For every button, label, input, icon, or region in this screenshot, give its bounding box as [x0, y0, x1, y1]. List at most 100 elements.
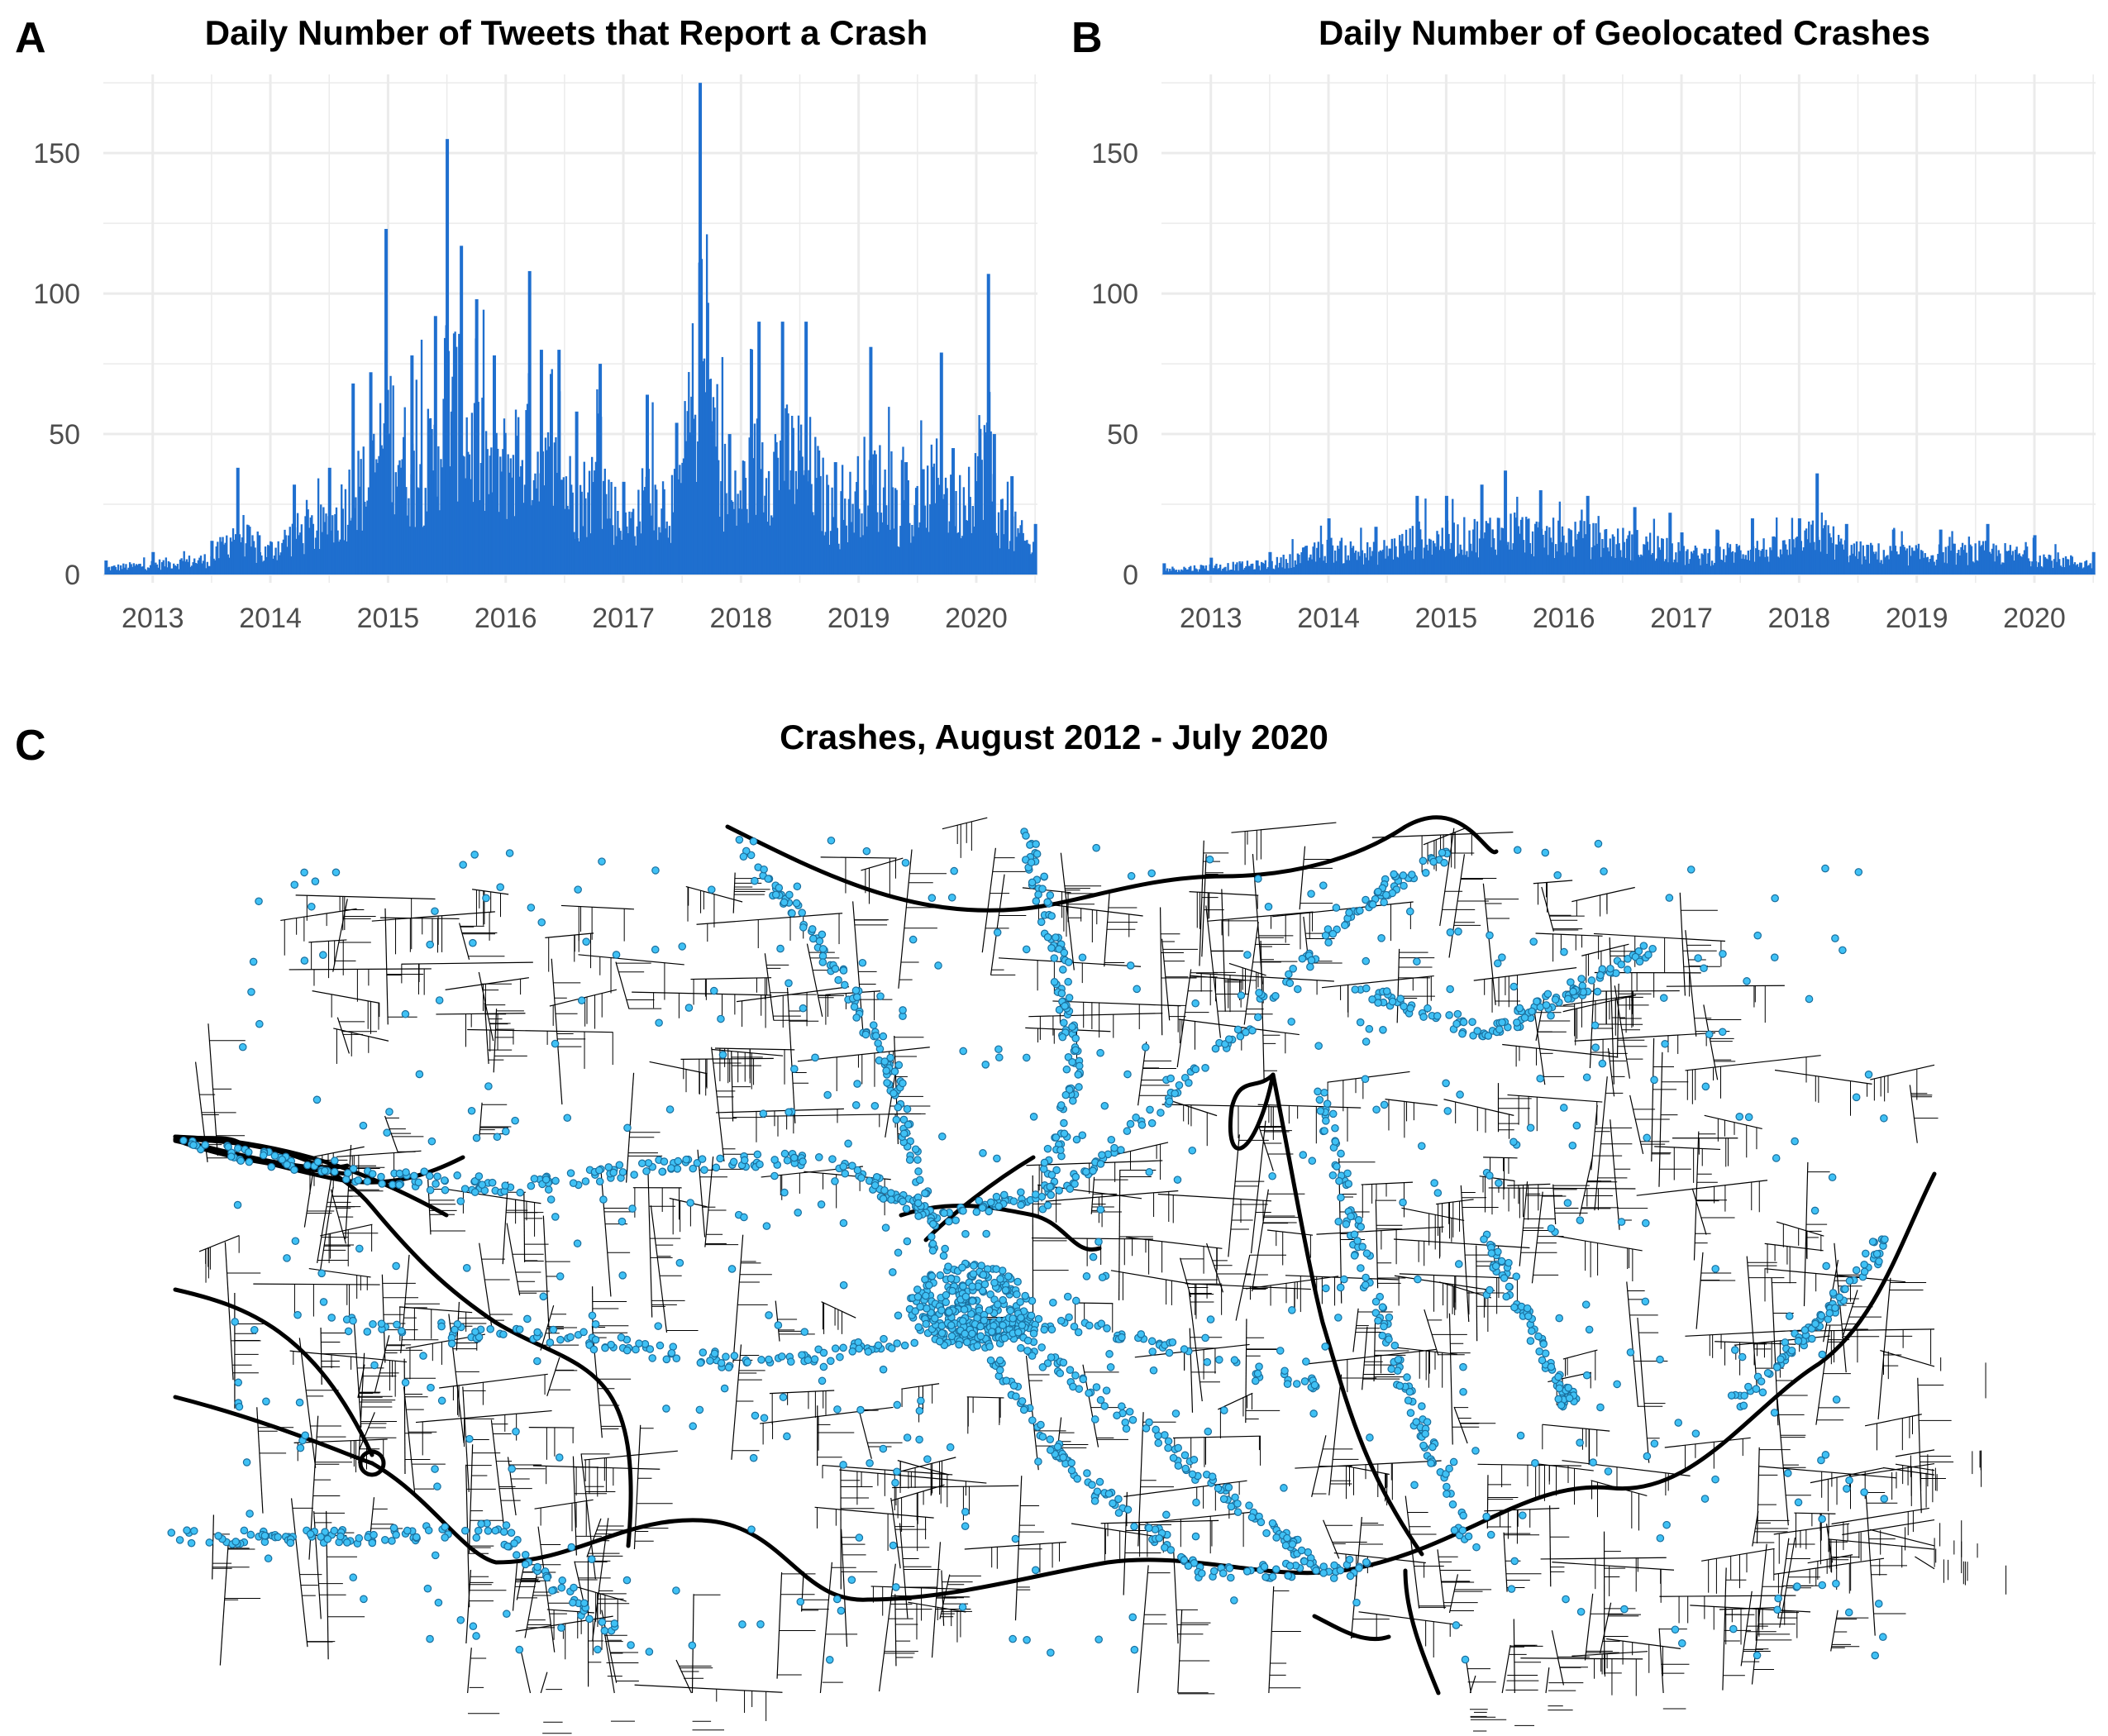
- bar: [1567, 552, 1569, 575]
- panel-letter-a: A: [15, 14, 46, 62]
- bar: [1896, 554, 1900, 575]
- bar: [1831, 542, 1834, 575]
- local-road: [436, 1013, 526, 1015]
- crash-point: [869, 1021, 878, 1029]
- bar: [302, 543, 304, 575]
- bar: [117, 564, 120, 575]
- crash-point: [1328, 1171, 1338, 1180]
- x-tick-label: 2015: [357, 603, 420, 634]
- x-tick-label: 2020: [2003, 603, 2066, 634]
- local-road: [981, 847, 996, 953]
- local-road: [1118, 1169, 1121, 1300]
- local-road: [1316, 1226, 1444, 1235]
- bar: [219, 537, 222, 575]
- bar: [452, 333, 455, 575]
- bar: [1578, 532, 1581, 575]
- bar: [794, 503, 796, 575]
- local-road: [814, 1506, 934, 1519]
- bar: [380, 445, 383, 575]
- local-road: [1659, 1595, 1796, 1597]
- peak-bar: [1415, 495, 1419, 575]
- bar: [1864, 559, 1867, 575]
- x-tick-label: 2017: [592, 603, 655, 634]
- bar: [517, 417, 520, 575]
- local-road: [403, 1358, 406, 1475]
- crash-point: [533, 1328, 541, 1337]
- local-road: [298, 1338, 317, 1468]
- crash-point: [516, 1188, 524, 1197]
- crash-point: [911, 1145, 920, 1154]
- crash-point: [646, 1345, 655, 1353]
- crash-point: [914, 1212, 923, 1220]
- bar: [1014, 511, 1017, 575]
- local-road: [1774, 1069, 1872, 1085]
- bar: [1472, 529, 1475, 575]
- bar: [477, 402, 479, 575]
- bar: [1349, 541, 1352, 575]
- bar: [291, 523, 294, 575]
- bar: [1225, 570, 1228, 575]
- bar: [1347, 555, 1349, 575]
- bar: [1705, 564, 1709, 575]
- bar: [247, 525, 250, 575]
- crash-point: [1283, 1533, 1291, 1543]
- bar: [1295, 564, 1298, 575]
- local-road: [1810, 1467, 1884, 1484]
- bar: [1614, 557, 1617, 575]
- bar: [746, 522, 750, 575]
- bar: [217, 541, 219, 575]
- peak-bar: [1680, 532, 1684, 575]
- crash-point: [648, 1354, 656, 1362]
- bar: [679, 465, 681, 575]
- bar: [661, 481, 665, 575]
- bar: [1672, 562, 1675, 575]
- bar: [969, 497, 971, 575]
- bar: [1811, 520, 1815, 575]
- bar: [526, 403, 529, 575]
- bar: [1478, 538, 1481, 575]
- peak-bar: [699, 83, 703, 575]
- bar: [427, 408, 430, 575]
- crash-point: [290, 1166, 298, 1174]
- bar: [893, 528, 895, 575]
- bar: [926, 465, 929, 575]
- bar: [1912, 551, 1915, 575]
- bar: [1620, 556, 1623, 575]
- bar: [890, 451, 893, 575]
- bar: [1853, 543, 1856, 575]
- crash-point: [378, 1180, 386, 1188]
- bar: [1996, 556, 1999, 575]
- bar: [2025, 546, 2029, 575]
- bar: [797, 415, 800, 575]
- crash-point: [1323, 925, 1333, 933]
- bar: [603, 468, 606, 575]
- crash-point: [1067, 1458, 1075, 1467]
- bar: [618, 527, 621, 575]
- bar: [1352, 546, 1355, 575]
- crash-point: [894, 1103, 903, 1112]
- bar: [260, 555, 263, 575]
- bar: [921, 469, 924, 575]
- bar: [203, 554, 206, 575]
- bar: [1491, 529, 1494, 575]
- bar: [2055, 561, 2058, 575]
- bar: [379, 403, 382, 575]
- local-road: [1807, 1554, 1853, 1564]
- bar: [866, 526, 868, 575]
- bar: [1664, 559, 1667, 575]
- bar: [716, 384, 718, 575]
- bar: [109, 570, 112, 575]
- crash-point: [839, 966, 848, 975]
- bar: [875, 454, 877, 575]
- bar: [636, 526, 638, 575]
- bar: [511, 477, 513, 575]
- crash-point: [327, 1314, 336, 1322]
- local-road: [990, 874, 1005, 975]
- bar: [408, 498, 410, 575]
- bar: [659, 532, 662, 575]
- bar: [1887, 559, 1891, 575]
- bar: [1183, 566, 1185, 575]
- crash-point: [1083, 1469, 1091, 1477]
- bar: [1441, 527, 1443, 575]
- bar: [818, 450, 821, 575]
